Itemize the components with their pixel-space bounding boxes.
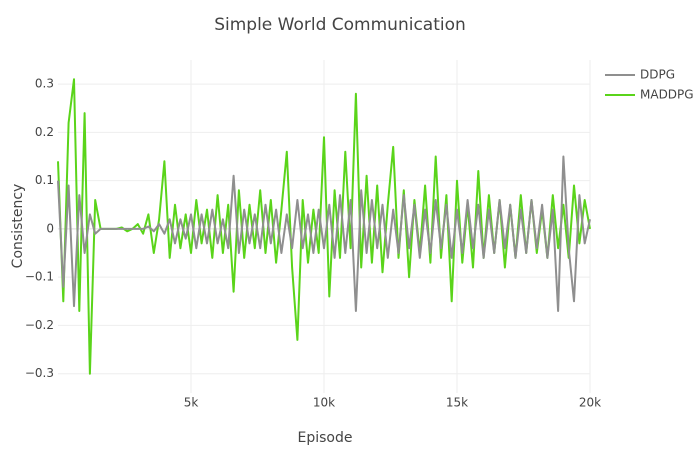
x-axis-title: Episode <box>298 430 353 446</box>
chart-title: Simple World Communication <box>214 15 466 35</box>
y-tick-label: 0.3 <box>35 77 54 91</box>
y-tick-label: 0.1 <box>35 173 54 187</box>
y-axis-title: Consistency <box>10 184 26 269</box>
y-tick-label: −0.2 <box>25 318 54 332</box>
y-tick-label: 0.2 <box>35 125 54 139</box>
legend-label: MADDPG <box>640 88 694 102</box>
y-tick-label: −0.3 <box>25 366 54 380</box>
x-tick-label: 10k <box>313 396 335 410</box>
x-tick-label: 20k <box>579 396 601 410</box>
y-tick-label: −0.1 <box>25 270 54 284</box>
legend-label: DDPG <box>640 68 675 82</box>
y-tick-label: 0 <box>46 221 54 235</box>
x-tick-label: 5k <box>184 396 199 410</box>
series-line <box>57 155 591 312</box>
x-tick-label: 15k <box>446 396 468 410</box>
